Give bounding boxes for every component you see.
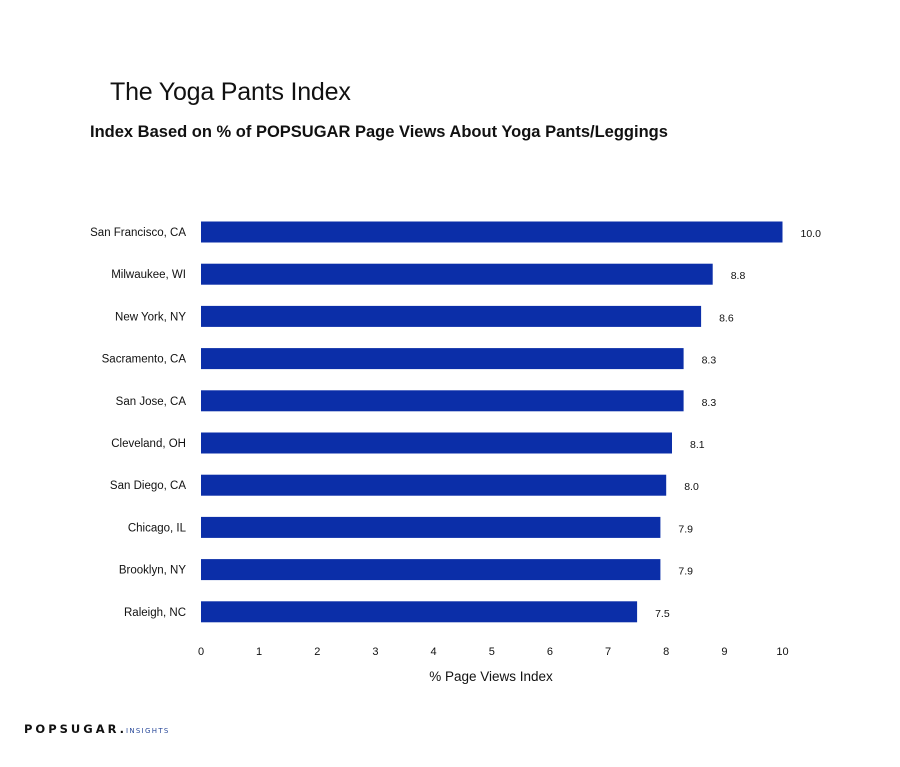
value-label: 10.0 (801, 228, 822, 240)
value-label: 8.1 (690, 439, 705, 451)
value-label: 8.8 (731, 270, 746, 282)
x-tick-label: 8 (663, 646, 669, 658)
category-labels: San Francisco, CA Milwaukee, WI New York, … (90, 227, 186, 619)
popsugar-insights-logo: POPSUGAR. INSIGHTS (24, 722, 170, 736)
value-label: 7.9 (678, 523, 693, 535)
value-label: 8.3 (702, 355, 717, 367)
bar-7 (201, 516, 661, 538)
value-labels: 10.0 8.8 8.6 8.3 8.3 8.1 8.0 7.9 7.9 7.5 (655, 228, 821, 620)
bar-1 (201, 263, 713, 285)
value-label: 8.6 (719, 312, 734, 324)
x-tick-label: 6 (547, 646, 553, 658)
category-label: Brooklyn, NY (119, 565, 186, 577)
category-label: Raleigh, NC (124, 607, 186, 619)
bar-6 (201, 474, 667, 496)
category-label: San Diego, CA (110, 480, 186, 492)
bar-2 (201, 305, 702, 327)
x-tick-label: 9 (721, 646, 727, 658)
category-label: Sacramento, CA (102, 354, 187, 366)
value-label: 8.0 (684, 481, 699, 493)
bar-3 (201, 348, 684, 370)
brand-name: POPSUGAR. (24, 722, 128, 736)
chart-subtitle: Index Based on % of POPSUGAR Page Views … (90, 123, 668, 141)
category-label: San Francisco, CA (90, 227, 186, 239)
x-tick-label: 3 (372, 646, 378, 658)
x-tick-label: 2 (314, 646, 320, 658)
x-tick-label: 10 (776, 646, 788, 658)
category-label: Chicago, IL (128, 522, 187, 534)
brand-suffix: INSIGHTS (126, 727, 170, 735)
x-tick-label: 7 (605, 646, 611, 658)
x-tick-label: 4 (431, 646, 437, 658)
value-label: 7.9 (678, 566, 693, 578)
bars-layer (201, 221, 783, 623)
value-label: 8.3 (702, 397, 717, 409)
bar-4 (201, 390, 684, 412)
category-label: New York, NY (115, 311, 186, 323)
value-label: 7.5 (655, 608, 670, 620)
bar-8 (201, 559, 661, 581)
bar-9 (201, 601, 638, 623)
chart-title: The Yoga Pants Index (110, 78, 351, 106)
category-label: Cleveland, OH (111, 438, 186, 450)
category-label: Milwaukee, WI (111, 269, 186, 281)
bar-5 (201, 432, 672, 454)
x-axis-label: % Page Views Index (429, 669, 553, 684)
bar-0 (201, 221, 783, 243)
x-tick-label: 0 (198, 646, 204, 658)
x-tick-label: 1 (256, 646, 262, 658)
category-label: San Jose, CA (116, 396, 187, 408)
x-tick-label: 5 (489, 646, 495, 658)
x-axis-ticks: 0 1 2 3 4 5 6 7 8 9 10 (198, 646, 789, 658)
